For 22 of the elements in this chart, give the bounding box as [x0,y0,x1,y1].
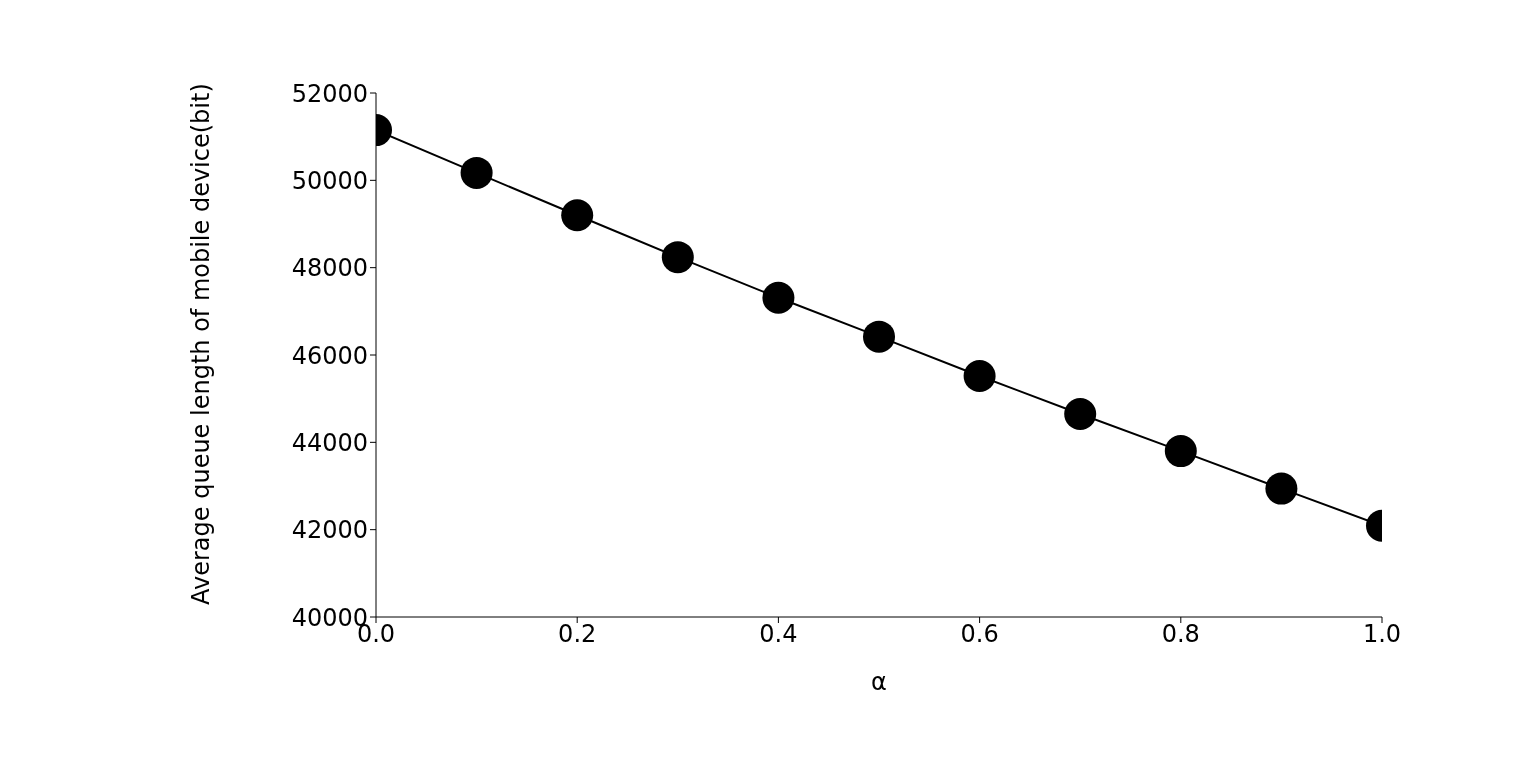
point [963,359,996,392]
point [1164,435,1197,468]
x-tick-label: 0.8 [1161,620,1200,649]
y-tick-label: 48000 [291,254,368,283]
y-tick-label: 50000 [291,166,368,195]
x-tick-label: 0.2 [558,620,597,649]
x-axis-title: α [871,668,887,696]
point [460,156,493,189]
x-tick-label: 0.6 [960,620,999,649]
point [1064,397,1097,430]
y-tick-label: 52000 [291,79,368,108]
point [561,199,594,232]
y-tick-label: 46000 [291,341,368,370]
point [863,320,895,353]
point [762,281,795,314]
x-tick-label: 1.0 [1362,620,1402,649]
y-tick-label: 44000 [291,428,368,457]
point [661,241,694,274]
y-axis-title: Average queue length of mobile device(bit) [186,83,215,605]
y-tick-label: 42000 [291,516,368,545]
x-tick-label: 0.4 [759,620,798,649]
point [1265,472,1298,505]
